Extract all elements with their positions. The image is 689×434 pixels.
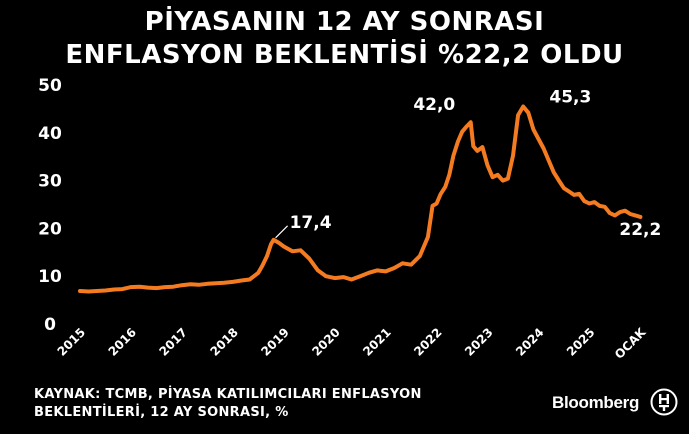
source-line-1: KAYNAK: TCMB, PİYASA KATILIMCILARI ENFLA… [34, 387, 422, 402]
annotations-group: 17,4 42,0 45,3 22,2 [275, 87, 661, 240]
source-line-2: BEKLENTİLERİ, 12 AY SONRASI, % [34, 405, 289, 420]
x-tick-label-7: 2022 [411, 325, 445, 359]
ht-logo-icon [650, 388, 678, 416]
series-line-0 [78, 104, 643, 294]
x-tick-label-5: 2020 [309, 325, 343, 359]
y-tick-label-4: 40 [38, 124, 62, 144]
annotation-label-2: 45,3 [549, 87, 591, 107]
annotation-label-3: 22,2 [619, 220, 661, 240]
x-tick-label-8: 2023 [462, 325, 496, 359]
x-tick-label-0: 2015 [55, 325, 89, 359]
x-axis-ticks: 2015 2016 2017 2018 2019 2020 2021 2022 2023 2024… [55, 325, 649, 362]
x-tick-label-3: 2018 [207, 325, 241, 359]
y-tick-label-1: 10 [38, 267, 62, 287]
y-axis-ticks: 0 10 20 30 40 50 [38, 76, 62, 335]
chart-title: PİYASANIN 12 AY SONRASI ENFLASYON BEKLEN… [0, 6, 689, 72]
annotation-leader-0 [275, 225, 289, 239]
y-tick-label-2: 20 [38, 219, 62, 239]
x-tick-label-11: OCAK [612, 325, 649, 362]
source-note: KAYNAK: TCMB, PİYASA KATILIMCILARI ENFLA… [34, 386, 422, 422]
title-line-1: PİYASANIN 12 AY SONRASI [144, 7, 545, 37]
annotation-label-0: 17,4 [290, 213, 332, 233]
x-tick-label-1: 2016 [106, 325, 140, 359]
x-tick-label-2: 2017 [156, 325, 190, 359]
y-tick-label-0: 0 [44, 315, 56, 335]
series-group [78, 104, 643, 294]
bloomberg-logo: Bloomberg [552, 393, 640, 412]
x-tick-label-10: 2025 [564, 325, 598, 359]
y-tick-label-3: 30 [38, 172, 62, 192]
x-tick-label-6: 2021 [360, 325, 394, 359]
annotation-label-1: 42,0 [413, 95, 455, 115]
y-tick-label-5: 50 [38, 76, 62, 96]
x-tick-label-9: 2024 [513, 325, 547, 359]
title-line-2: ENFLASYON BEKLENTİSİ %22,2 OLDU [65, 40, 624, 70]
x-tick-label-4: 2019 [258, 325, 292, 359]
